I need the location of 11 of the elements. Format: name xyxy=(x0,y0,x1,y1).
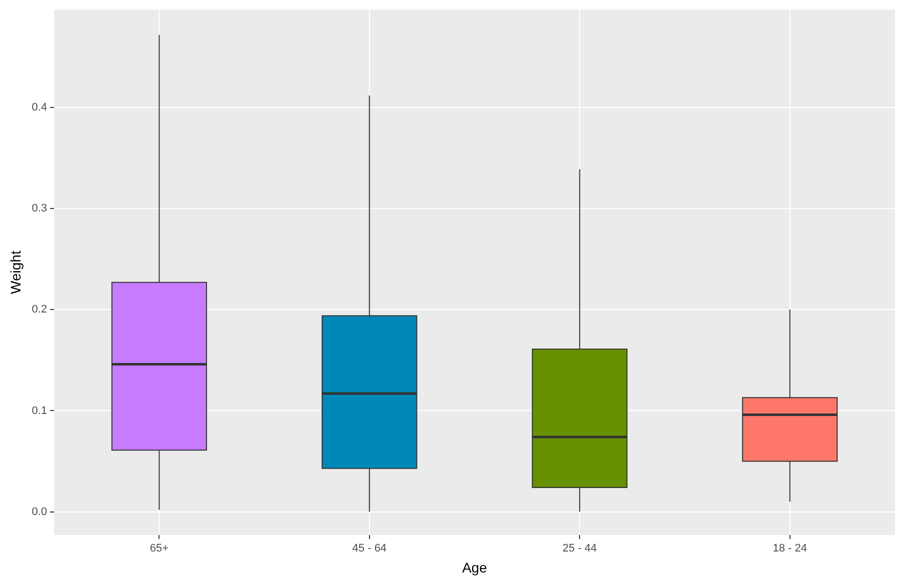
y-tick-label: 0.2 xyxy=(32,304,48,316)
x-tick-label: 25 - 44 xyxy=(562,542,597,555)
y-tick-label: 0.3 xyxy=(32,202,48,215)
y-tick-label: 0.0 xyxy=(32,506,48,518)
y-tick-label: 0.1 xyxy=(32,404,48,417)
x-tick-label: 65+ xyxy=(150,542,169,555)
y-axis-title: Weight xyxy=(7,250,24,294)
y-tick-label: 0.4 xyxy=(32,102,48,114)
x-tick-label: 18 - 24 xyxy=(772,542,808,555)
x-axis-title: Age xyxy=(462,559,488,576)
x-tick-label: 45 - 64 xyxy=(352,542,387,555)
